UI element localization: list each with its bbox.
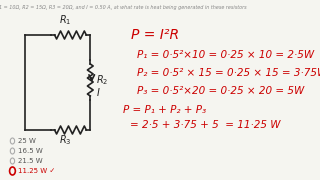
Text: $R_3$: $R_3$ bbox=[59, 133, 71, 147]
Text: if R1 = 10Ω, R2 = 15Ω, R3 = 20Ω, and I = 0.50 A, at what rate is heat being gene: if R1 = 10Ω, R2 = 15Ω, R3 = 20Ω, and I =… bbox=[0, 5, 247, 10]
Text: 25 W: 25 W bbox=[18, 138, 36, 144]
Text: P₃ = 0·5²×20 = 0·25 × 20 = 5W: P₃ = 0·5²×20 = 0·25 × 20 = 5W bbox=[137, 86, 304, 96]
Text: P₁ = 0·5²×10 = 0·25 × 10 = 2·5W: P₁ = 0·5²×10 = 0·25 × 10 = 2·5W bbox=[137, 50, 314, 60]
Text: $I$: $I$ bbox=[96, 86, 101, 98]
Text: P = I²R: P = I²R bbox=[131, 28, 179, 42]
Text: P = P₁ + P₂ + P₃: P = P₁ + P₂ + P₃ bbox=[123, 105, 206, 115]
Text: 21.5 W: 21.5 W bbox=[18, 158, 42, 164]
Text: 11.25 W ✓: 11.25 W ✓ bbox=[18, 168, 55, 174]
Text: P₂ = 0·5² × 15 = 0·25 × 15 = 3·75W: P₂ = 0·5² × 15 = 0·25 × 15 = 3·75W bbox=[137, 68, 320, 78]
Text: $R_2$: $R_2$ bbox=[96, 73, 108, 87]
Text: = 2·5 + 3·75 + 5  = 11·25 W: = 2·5 + 3·75 + 5 = 11·25 W bbox=[130, 120, 280, 130]
Text: 16.5 W: 16.5 W bbox=[18, 148, 42, 154]
Text: $R_1$: $R_1$ bbox=[59, 13, 71, 27]
